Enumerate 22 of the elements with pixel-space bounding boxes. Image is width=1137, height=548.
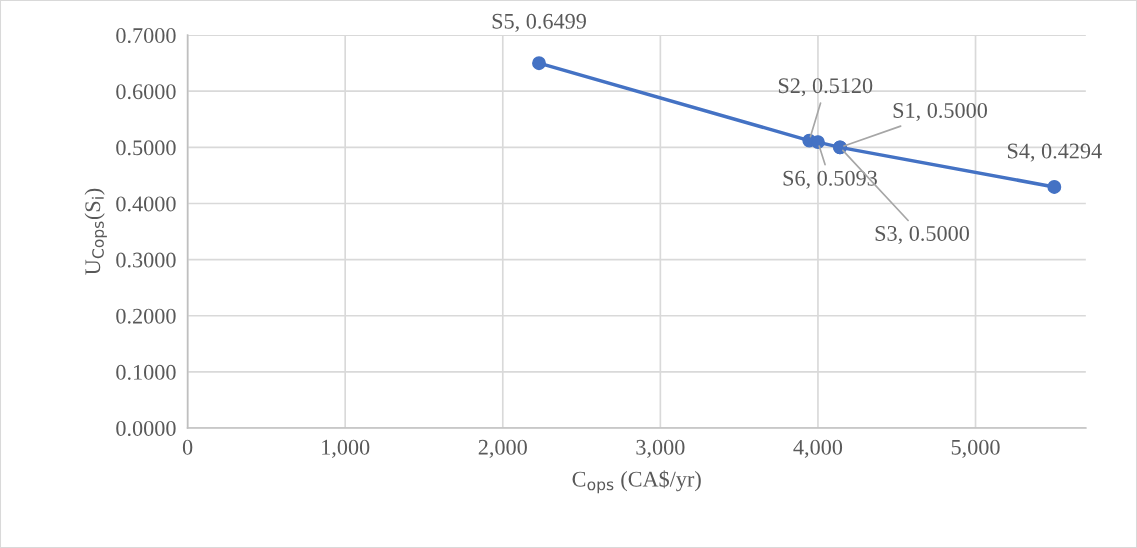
y-axis-title: U$_{Cops}$(S$_{i}$) <box>84 188 107 275</box>
x-tick-label: 2,000 <box>478 439 527 458</box>
y-tick-label: 0.4000 <box>116 196 176 212</box>
x-tick-label: 3,000 <box>636 439 685 458</box>
y-tick-label: 0.0000 <box>116 420 176 437</box>
data-label: S2, 0.5120 <box>778 78 873 97</box>
y-tick-label: 0.2000 <box>116 308 176 324</box>
y-tick-label: 0.6000 <box>116 84 176 100</box>
data-label: S5, 0.6499 <box>492 13 586 32</box>
y-tick-label: 0.5000 <box>116 140 176 156</box>
y-tick-label: 0.7000 <box>116 28 176 44</box>
x-tick-label: 4,000 <box>793 439 843 458</box>
x-axis-title: C$_{ops}$ (CA$/yr) <box>572 470 701 494</box>
x-tick-label: 1,000 <box>322 439 370 458</box>
x-tick-label: 0 <box>182 439 193 455</box>
data-label: S4, 0.4294 <box>1007 143 1102 162</box>
y-tick-label: 0.3000 <box>116 252 176 268</box>
data-label: S6, 0.5093 <box>783 170 877 189</box>
y-tick-label: 0.1000 <box>116 364 176 380</box>
data-label: S1, 0.5000 <box>893 102 987 122</box>
data-label: S3, 0.5000 <box>875 225 969 245</box>
x-tick-label: 5,000 <box>951 439 1000 458</box>
